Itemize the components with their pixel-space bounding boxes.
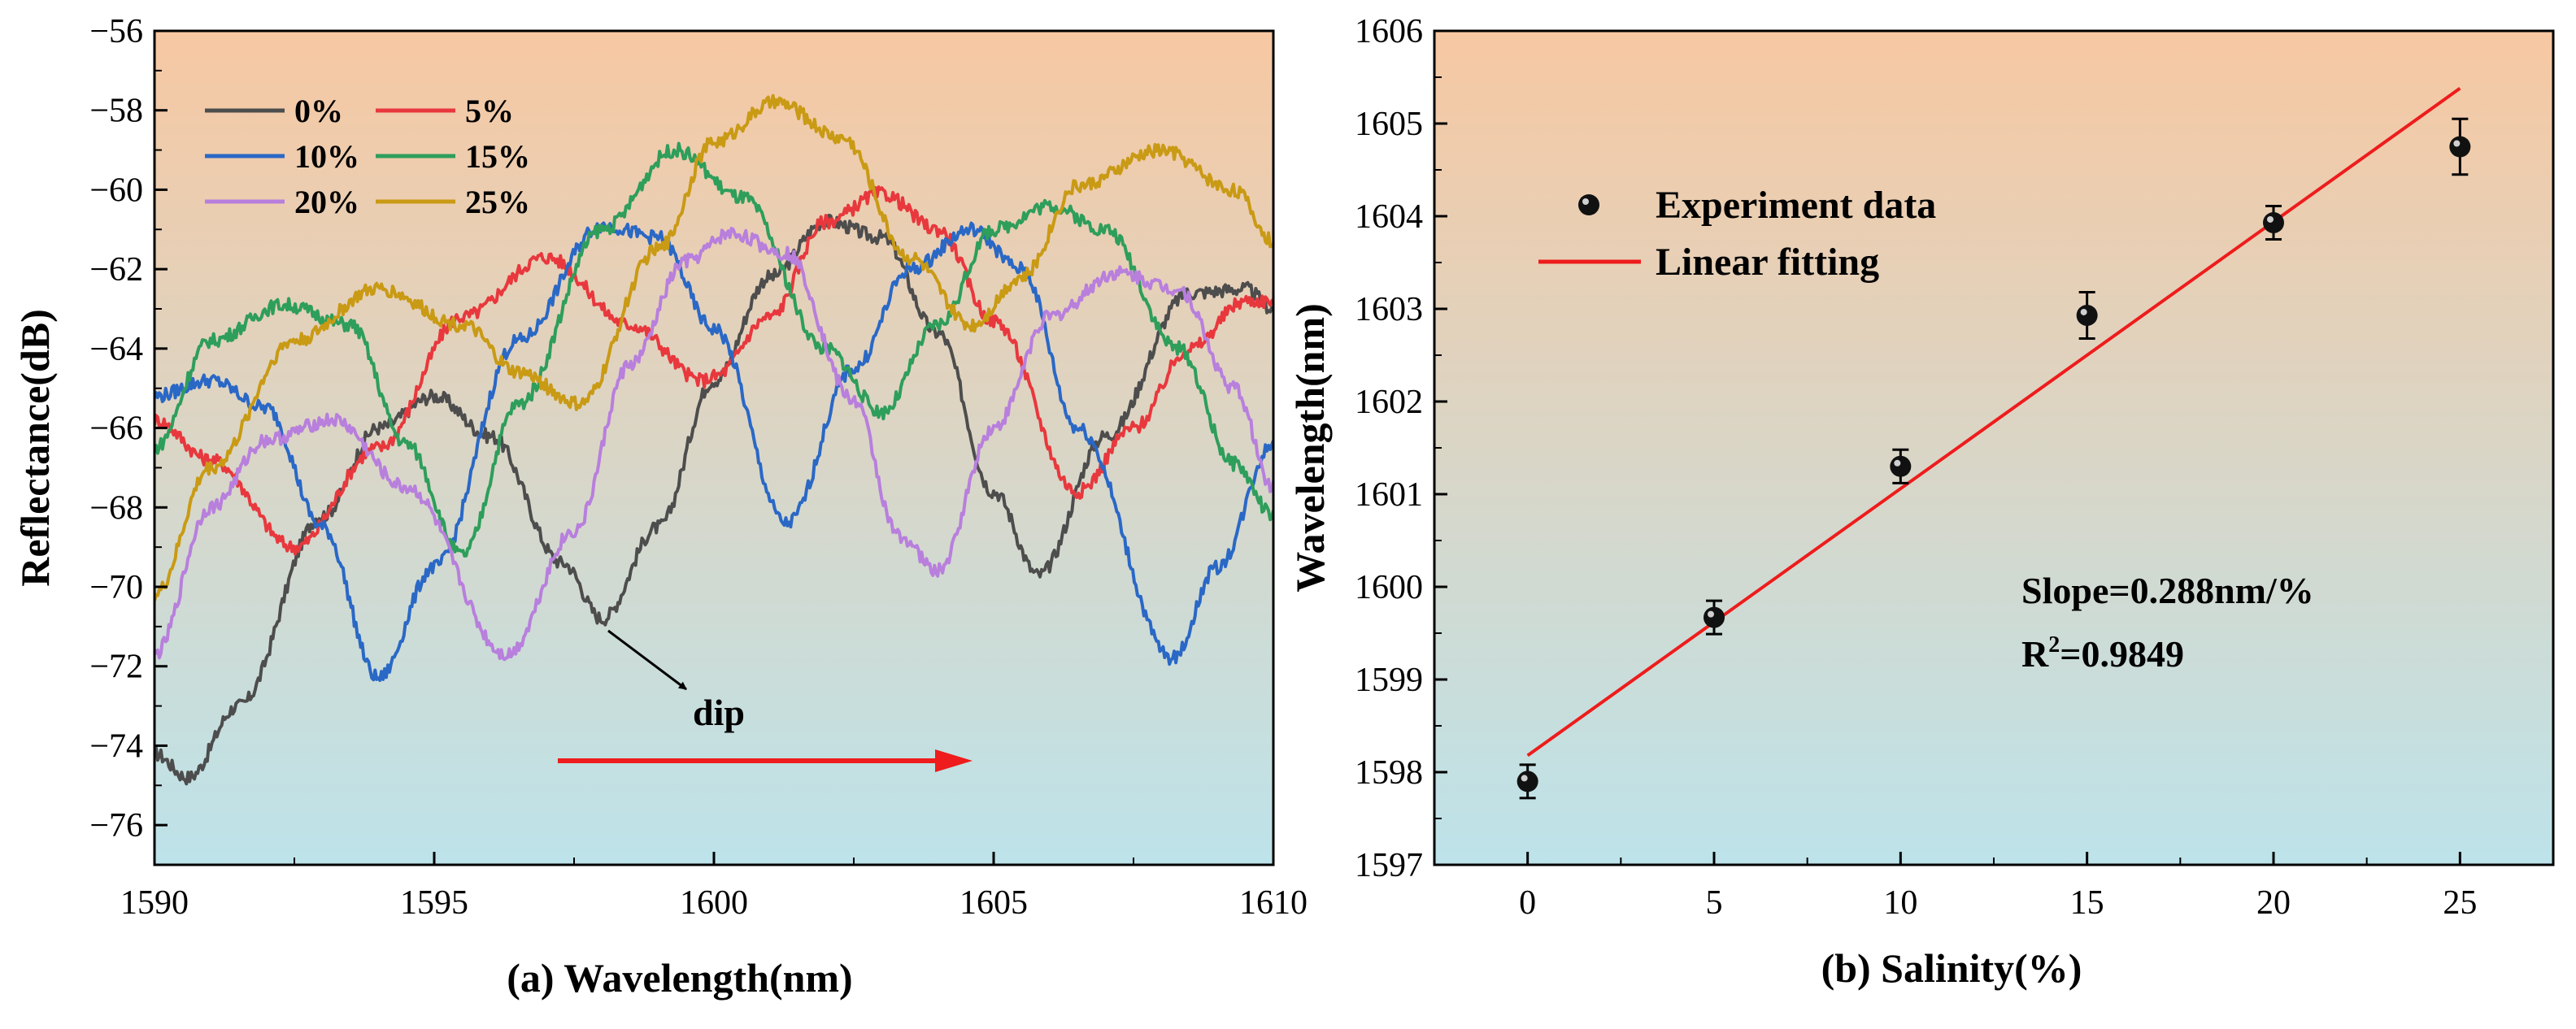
x-tick-label-b: 0 xyxy=(1519,884,1536,922)
legend-a-item-0: 0% xyxy=(205,93,343,129)
x-tick-label-b: 25 xyxy=(2443,884,2477,922)
y-tick-label-a: −60 xyxy=(89,172,143,209)
y-tick-label-a: −58 xyxy=(89,93,143,130)
legend-a-label-2: 10% xyxy=(294,138,359,175)
dip-label: dip xyxy=(693,692,745,733)
x-tick-label-b: 10 xyxy=(1883,884,1917,922)
y-tick-label-a: −70 xyxy=(89,569,143,606)
plot-b-axes: 0 5 10 15 20 25 1597 1598 1599 1600 1601 1602 1603 16… xyxy=(1355,13,2477,922)
plot-b-background xyxy=(1434,31,2553,865)
data-point-highlight xyxy=(1521,775,1528,782)
data-point xyxy=(2449,136,2471,158)
series-a-25pct xyxy=(154,93,1273,601)
x-tick-label-b: 20 xyxy=(2256,884,2291,922)
data-point xyxy=(2076,304,2098,326)
legend-a-label-1: 5% xyxy=(465,93,514,129)
y-tick-label-a: −68 xyxy=(89,489,143,527)
y-tick-label-a: −76 xyxy=(89,807,143,844)
plot-a-series-group xyxy=(154,93,1273,786)
x-tick-label-b: 5 xyxy=(1706,884,1723,922)
plot-a-axes: 1590 1595 1600 1605 1610 −56 −58 −60 −62 −64 −66 −6… xyxy=(89,13,1308,922)
legend-b-label-1: Linear fitting xyxy=(1656,241,1879,284)
data-point-highlight xyxy=(2267,215,2274,223)
plot-a-background xyxy=(154,31,1273,865)
data-point xyxy=(2263,211,2284,233)
legend-a-label-4: 20% xyxy=(294,184,359,220)
y-tick-label-b: 1599 xyxy=(1355,662,1423,699)
x-tick-label-a: 1590 xyxy=(120,884,189,922)
data-point-highlight xyxy=(2453,140,2461,147)
x-tick-label-b: 15 xyxy=(2070,884,2104,922)
legend-a-item-4: 20% xyxy=(205,184,359,220)
y-tick-label-b: 1602 xyxy=(1355,384,1423,421)
series-a-0pct xyxy=(154,213,1273,786)
data-point xyxy=(1516,771,1538,792)
x-tick-label-a: 1605 xyxy=(959,884,1028,922)
series-a-20pct xyxy=(154,227,1273,662)
x-tick-label-a: 1600 xyxy=(680,884,748,922)
legend-b-marker xyxy=(1578,194,1599,215)
y-tick-label-b: 1605 xyxy=(1355,106,1423,143)
y-tick-label-b: 1603 xyxy=(1355,291,1423,328)
legend-b-label-0: Experiment data xyxy=(1656,184,1936,227)
y-tick-label-a: −64 xyxy=(89,331,143,368)
y-tick-label-a: −66 xyxy=(89,410,143,448)
data-point-highlight xyxy=(1708,610,1714,618)
y-tick-label-a: −72 xyxy=(89,649,143,686)
x-axis-title-b: (b) Salinity(%) xyxy=(1821,945,2082,991)
data-point xyxy=(1704,606,1725,628)
y-tick-label-b: 1600 xyxy=(1355,569,1423,606)
y-tick-label-b: 1598 xyxy=(1355,754,1423,792)
data-point-highlight xyxy=(2080,308,2087,315)
y-tick-label-b: 1597 xyxy=(1355,847,1423,884)
r-squared-annotation: R2=0.9849 xyxy=(2021,632,2184,675)
data-point xyxy=(1890,455,1912,477)
dip-arrow xyxy=(607,629,687,691)
y-axis-title-b: Wavelength(nm) xyxy=(1287,303,1333,593)
shift-direction-arrowhead xyxy=(935,749,973,772)
legend-a-item-2: 10% xyxy=(205,138,359,175)
legend-b: Experiment data Linear fitting xyxy=(1538,184,1936,284)
y-tick-label-a: −62 xyxy=(89,251,143,289)
legend-a: 0% 5% 10% 15% 20% 25% xyxy=(205,93,530,220)
legend-a-item-1: 5% xyxy=(376,93,514,129)
linear-fit-line xyxy=(1526,87,2461,758)
panel-a-reflectance-spectra: 1590 1595 1600 1605 1610 −56 −58 −60 −62 −64 −66 −6… xyxy=(12,13,1308,1001)
legend-b-marker-highlight xyxy=(1582,198,1589,205)
series-a-5pct xyxy=(154,185,1273,556)
slope-annotation: Slope=0.288nm/% xyxy=(2021,570,2314,611)
plot-b-series-group xyxy=(1516,87,2471,800)
x-axis-title-a: (a) Wavelength(nm) xyxy=(507,955,852,1001)
y-tick-label-b: 1604 xyxy=(1355,198,1423,236)
legend-a-item-5: 25% xyxy=(376,184,530,220)
legend-b-item-1: Linear fitting xyxy=(1538,241,1879,284)
panel-b-salinity-fit: 0 5 10 15 20 25 1597 1598 1599 1600 1601 1602 1603 16… xyxy=(1287,13,2555,991)
x-tick-label-a: 1595 xyxy=(400,884,468,922)
legend-b-item-0: Experiment data xyxy=(1578,184,1936,227)
legend-a-item-3: 15% xyxy=(376,138,530,175)
series-a-15pct xyxy=(154,141,1273,558)
x-tick-label-a: 1610 xyxy=(1239,884,1308,922)
y-tick-label-a: −56 xyxy=(89,13,143,50)
data-point-highlight xyxy=(1894,459,1901,467)
legend-a-label-3: 15% xyxy=(465,138,530,175)
legend-a-label-5: 25% xyxy=(465,184,530,220)
y-tick-label-b: 1606 xyxy=(1355,13,1423,50)
series-a-10pct xyxy=(154,221,1273,682)
y-axis-title-a: Reflectance(dB) xyxy=(12,309,58,587)
y-tick-label-b: 1601 xyxy=(1355,476,1423,514)
legend-a-label-0: 0% xyxy=(294,93,343,129)
y-tick-label-a: −74 xyxy=(89,727,143,765)
